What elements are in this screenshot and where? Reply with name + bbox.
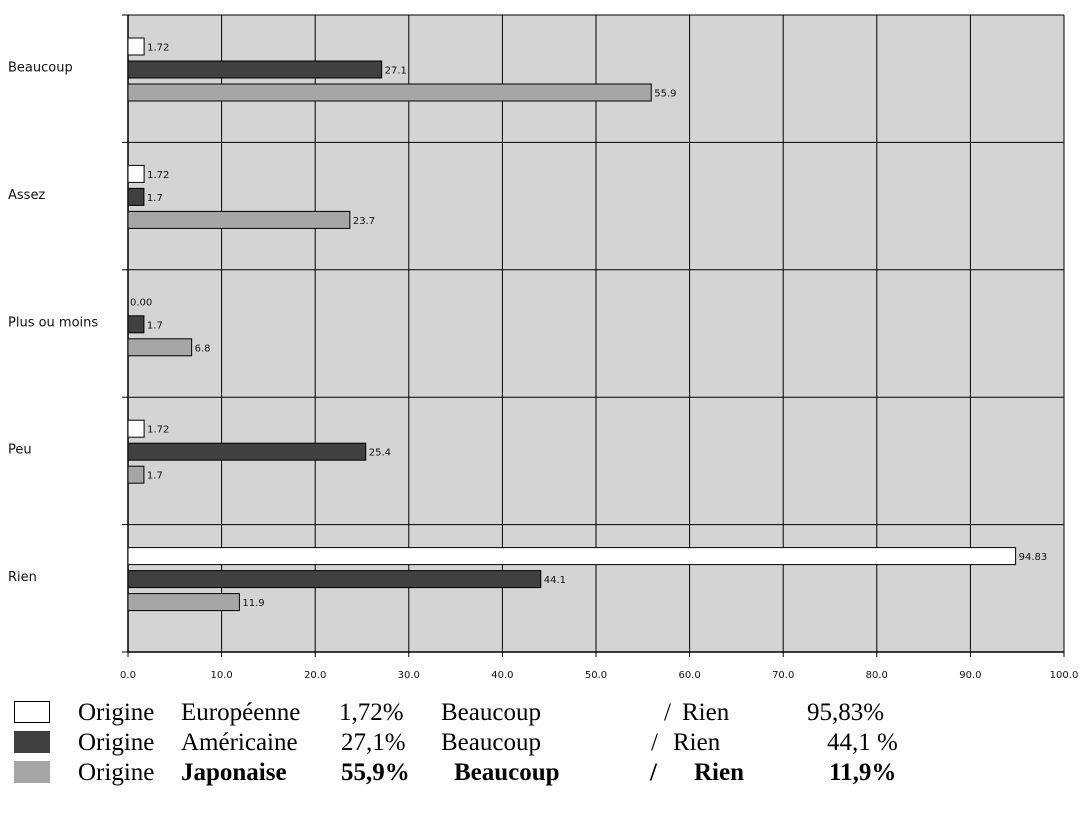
legend-row-american: Origine Américaine 27,1% Beaucoup / Rien… [14,728,1064,758]
legend-swatch-european [14,701,50,723]
x-tick-label: 40.0 [491,670,513,681]
legend-word-beaucoup: Beaucoup [441,699,541,726]
data-label-jp-2: 6.8 [195,343,211,354]
bar-jp-1 [127,210,351,229]
data-label-am-0: 27.1 [385,66,407,77]
legend-origin-name: Américaine [181,729,298,756]
x-tick-label: 30.0 [398,670,420,681]
data-label-jp-1: 23.7 [353,216,375,227]
legend-word-beaucoup: Beaucoup [454,759,560,786]
x-tick-label: 90.0 [959,670,981,681]
legend-row-japanese: Origine Japonaise 55,9% Beaucoup / Rien … [14,758,1064,788]
legend-slash: / [651,729,658,756]
bar-am-2 [127,315,145,334]
x-tick-label: 80.0 [866,670,888,681]
legend-slash: / [650,759,657,786]
data-label-eu-2: 0.00 [130,297,152,308]
legend-origin-name: Européenne [181,699,301,726]
legend-pct-beaucoup: 55,9% [341,759,410,786]
data-label-eu-1: 1.72 [147,170,169,181]
bar-chart: 0.0 10.0 20.0 30.0 40.0 50.0 60.0 70.0 80.0 90.0 1… [8,14,1079,681]
legend-origin: Origine [78,729,155,756]
legend-word-beaucoup: Beaucoup [441,729,541,756]
data-label-eu-0: 1.72 [147,43,169,54]
category-label: Plus ou moins [8,315,98,330]
data-label-jp-4: 11.9 [242,598,264,609]
bar-am-0 [127,60,383,79]
legend-pct-rien: 44,1 % [827,729,898,756]
legend-pct-rien: 95,83% [807,699,885,726]
x-tick-label: 50.0 [585,670,607,681]
data-label-jp-0: 55.9 [654,89,676,100]
legend-swatch-japanese [14,761,50,783]
x-tick-label: 70.0 [772,670,794,681]
bar-eu-1 [127,164,145,183]
legend-word-rien: Rien [694,759,744,786]
x-tick-label: 60.0 [678,670,700,681]
data-label-jp-3: 1.7 [147,471,163,482]
data-label-eu-3: 1.72 [147,425,169,436]
x-tick-label: 20.0 [304,670,326,681]
bar-eu-4 [127,547,1017,566]
data-label-eu-4: 94.83 [1019,552,1048,563]
x-tick-label: 100.0 [1050,670,1079,681]
legend-slash: / [664,699,671,726]
legend-word-rien: Rien [682,699,730,726]
bar-jp-3 [127,465,145,484]
category-label: Assez [8,188,45,203]
x-tick-label: 0.0 [120,670,136,681]
data-label-am-2: 1.7 [147,320,163,331]
category-label: Rien [8,570,37,585]
legend-pct-beaucoup: 27,1% [341,729,406,756]
bar-eu-0 [127,37,145,56]
data-label-am-4: 44.1 [544,575,566,586]
legend-pct-rien: 11,9% [829,759,897,786]
legend-row-european: Origine Européenne 1,72% Beaucoup / Rien… [14,698,1064,728]
category-label: Beaucoup [8,61,73,76]
bar-am-4 [127,570,542,589]
legend-origin-name: Japonaise [181,759,287,786]
bar-am-1 [127,187,145,206]
legend-swatch-american [14,731,50,753]
legend-origin: Origine [78,699,155,726]
category-label: Peu [8,443,32,458]
bar-jp-0 [127,83,652,102]
x-tick-label: 10.0 [210,670,232,681]
legend-origin: Origine [78,759,155,786]
legend-word-rien: Rien [673,729,721,756]
data-label-am-1: 1.7 [147,193,163,204]
data-label-am-3: 25.4 [369,448,391,459]
bar-jp-4 [127,593,240,612]
bar-am-3 [127,442,367,461]
bar-jp-2 [127,338,193,357]
bar-eu-3 [127,419,145,438]
legend-pct-beaucoup: 1,72% [339,699,404,726]
